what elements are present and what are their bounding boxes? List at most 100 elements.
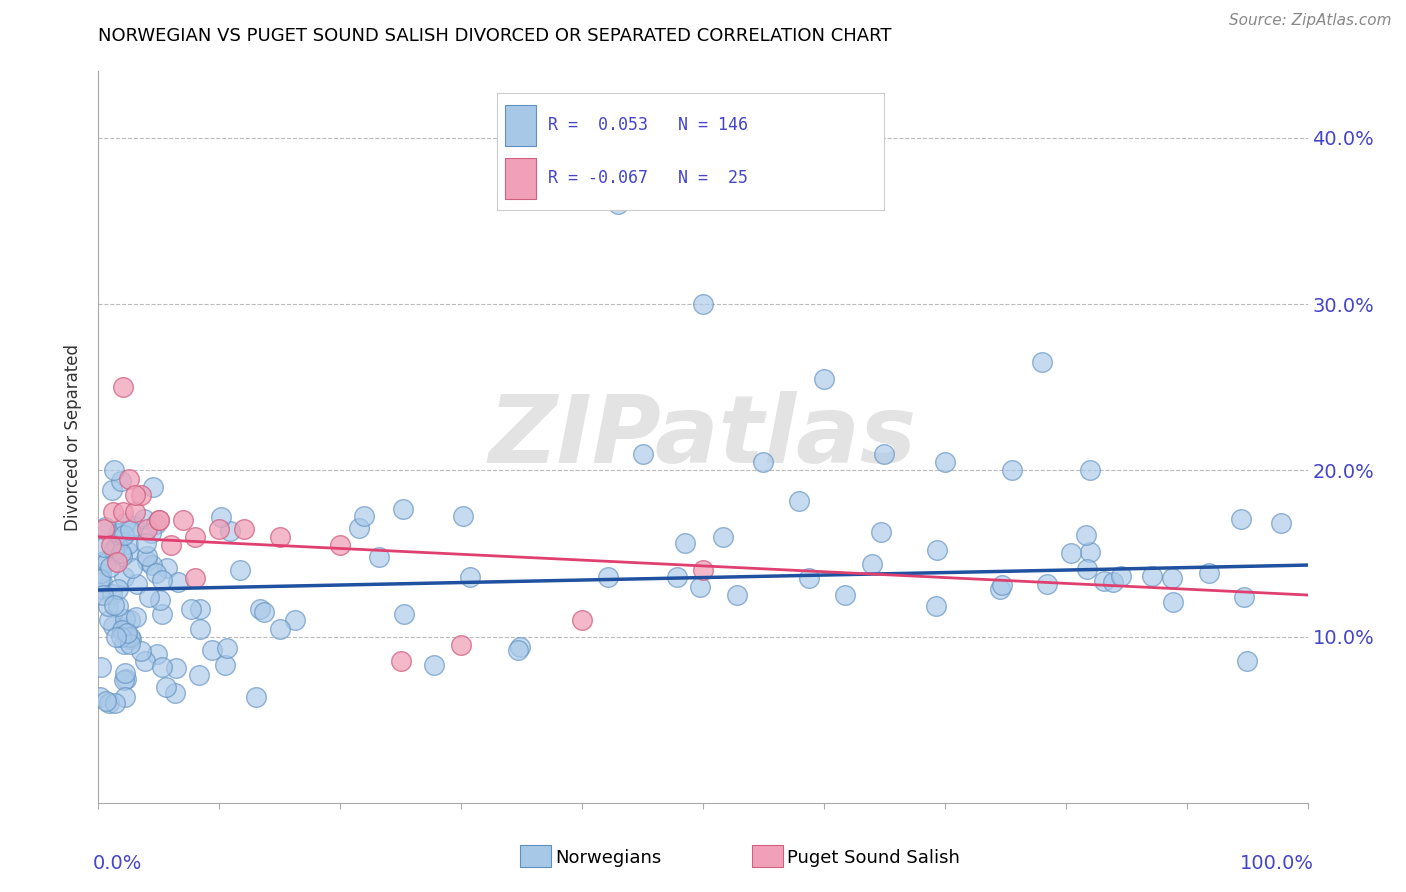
Point	[103, 544, 125, 558]
Point	[1102, 574, 1125, 589]
Point	[107, 582, 129, 596]
Point	[423, 657, 446, 672]
Point	[229, 563, 252, 577]
Point	[1109, 569, 1132, 583]
Point	[117, 545, 139, 559]
Point	[110, 475, 132, 489]
Point	[89, 690, 111, 704]
Point	[991, 578, 1014, 592]
Point	[117, 537, 139, 551]
Point	[129, 644, 152, 658]
Point	[111, 623, 134, 637]
Point	[90, 575, 112, 590]
Point	[112, 673, 135, 687]
Point	[869, 524, 891, 539]
Point	[89, 572, 111, 586]
Point	[93, 520, 115, 534]
Point	[787, 494, 810, 508]
Point	[160, 538, 183, 552]
Point	[692, 297, 714, 311]
Point	[97, 599, 120, 613]
Point	[90, 582, 112, 596]
Point	[269, 623, 291, 637]
Point	[451, 508, 474, 523]
Point	[138, 590, 160, 604]
Point	[180, 602, 202, 616]
Point	[142, 480, 165, 494]
Point	[214, 658, 236, 673]
Point	[135, 536, 157, 550]
Point	[347, 521, 370, 535]
Point	[1233, 590, 1256, 604]
Point	[97, 613, 120, 627]
Point	[111, 620, 134, 634]
Point	[112, 528, 135, 542]
Point	[988, 582, 1011, 596]
Point	[134, 654, 156, 668]
Point	[873, 447, 896, 461]
Y-axis label: Divorced or Separated: Divorced or Separated	[65, 343, 83, 531]
Point	[110, 630, 132, 644]
Point	[284, 614, 307, 628]
Point	[1230, 512, 1253, 526]
Point	[1140, 569, 1163, 583]
Point	[107, 599, 129, 613]
Point	[103, 462, 125, 476]
Point	[631, 447, 654, 461]
Point	[1078, 463, 1101, 477]
Point	[118, 524, 141, 538]
Text: 100.0%: 100.0%	[1240, 854, 1313, 873]
Point	[155, 680, 177, 694]
Point	[101, 483, 124, 497]
Point	[103, 542, 125, 557]
Point	[184, 530, 207, 544]
Point	[188, 622, 211, 636]
Point	[98, 560, 121, 574]
Point	[208, 521, 231, 535]
Point	[689, 580, 711, 594]
Point	[797, 571, 820, 585]
Point	[90, 566, 112, 581]
Point	[112, 636, 135, 650]
Point	[118, 613, 141, 627]
Point	[187, 668, 209, 682]
Point	[692, 563, 714, 577]
Point	[571, 613, 593, 627]
Point	[139, 526, 162, 541]
Point	[167, 574, 190, 589]
Point	[188, 602, 211, 616]
Point	[93, 541, 115, 555]
Point	[125, 610, 148, 624]
Point	[1059, 546, 1081, 560]
Point	[94, 694, 117, 708]
Point	[100, 587, 122, 601]
Point	[93, 554, 115, 568]
Point	[509, 640, 531, 655]
Point	[1270, 516, 1292, 530]
Point	[121, 560, 143, 574]
Point	[165, 686, 187, 700]
Point	[232, 521, 254, 535]
Point	[725, 588, 748, 602]
Point	[112, 570, 135, 584]
Point	[813, 372, 835, 386]
Text: NORWEGIAN VS PUGET SOUND SALISH DIVORCED OR SEPARATED CORRELATION CHART: NORWEGIAN VS PUGET SOUND SALISH DIVORCED…	[98, 27, 891, 45]
Point	[107, 526, 129, 541]
Point	[149, 593, 172, 607]
Point	[607, 197, 630, 211]
Point	[98, 696, 121, 710]
Point	[129, 488, 152, 502]
Point	[1001, 463, 1024, 477]
Point	[219, 524, 242, 539]
Point	[834, 588, 856, 602]
Point	[269, 530, 291, 544]
Point	[1080, 545, 1102, 559]
Point	[1163, 595, 1185, 609]
Point	[101, 505, 124, 519]
Point	[145, 566, 167, 580]
Point	[148, 513, 170, 527]
Point	[1076, 561, 1098, 575]
Point	[141, 558, 163, 572]
Text: Norwegians: Norwegians	[555, 849, 662, 867]
Point	[353, 509, 375, 524]
